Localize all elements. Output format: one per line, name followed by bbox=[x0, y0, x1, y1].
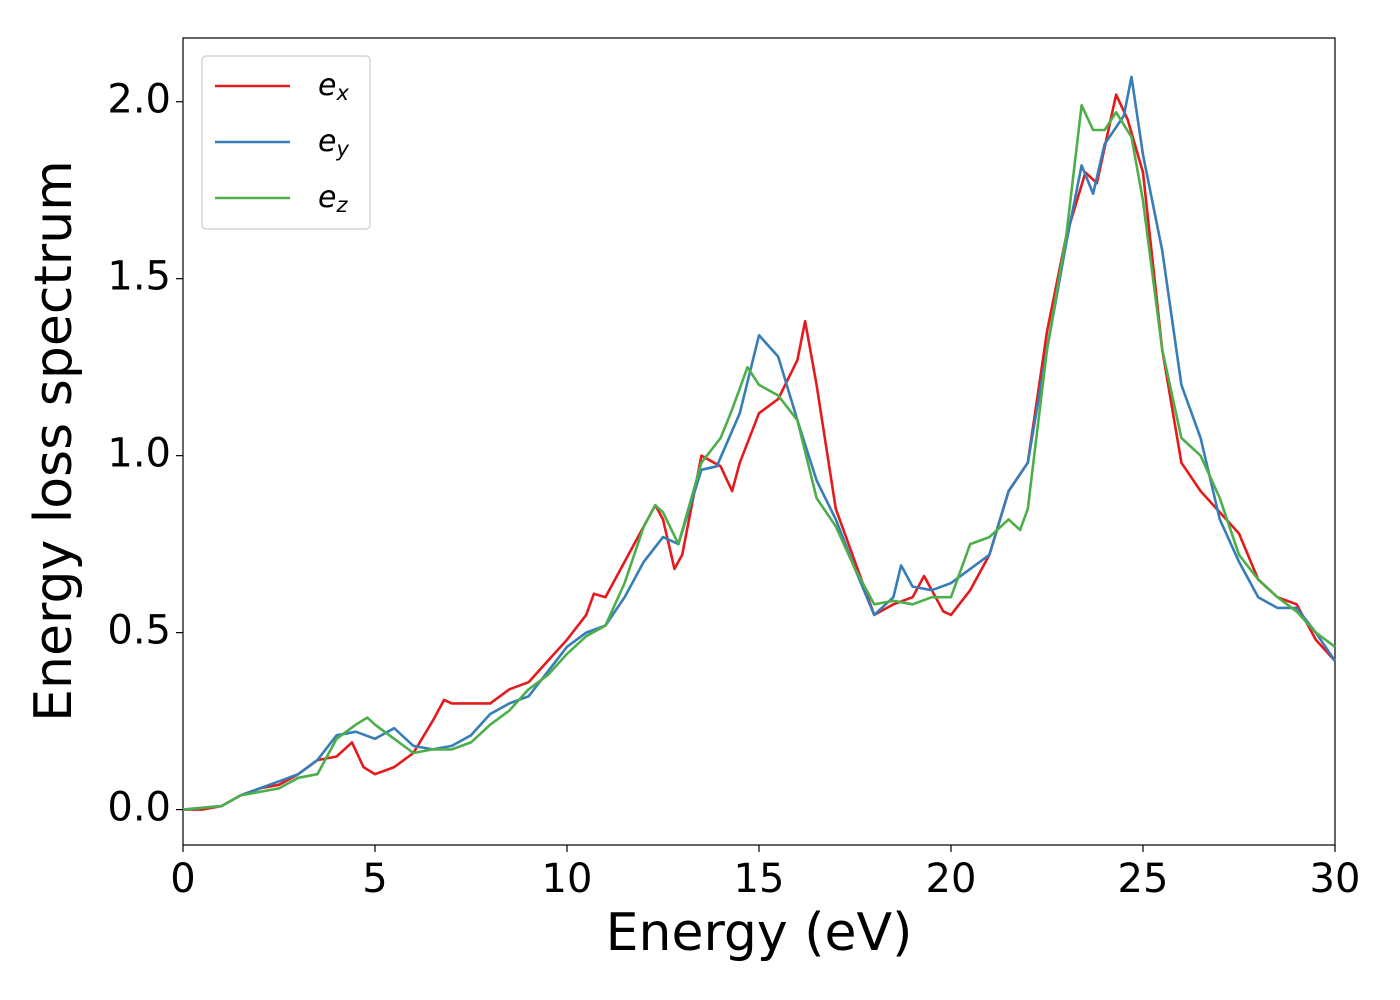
x-tick-label: 0 bbox=[170, 856, 195, 902]
x-tick-label: 10 bbox=[542, 856, 593, 902]
x-tick-label: 5 bbox=[362, 856, 387, 902]
legend-label: ez bbox=[318, 180, 348, 218]
x-axis-label: Energy (eV) bbox=[606, 903, 913, 963]
legend-label: ex bbox=[318, 68, 349, 106]
y-tick-label: 1.0 bbox=[107, 431, 171, 477]
y-tick-label: 2.0 bbox=[107, 77, 171, 123]
x-tick-label: 20 bbox=[926, 856, 977, 902]
y-tick-label: 1.5 bbox=[107, 254, 171, 300]
legend-label: ey bbox=[318, 124, 349, 162]
y-tick-label: 0.0 bbox=[107, 785, 171, 831]
x-tick-label: 30 bbox=[1310, 856, 1361, 902]
x-tick-label: 15 bbox=[734, 856, 785, 902]
y-axis-label: Energy loss spectrum bbox=[24, 160, 84, 722]
y-tick-label: 0.5 bbox=[107, 608, 171, 654]
x-tick-label: 25 bbox=[1118, 856, 1169, 902]
series-line bbox=[182, 104, 1336, 811]
series-line bbox=[183, 93, 1336, 811]
